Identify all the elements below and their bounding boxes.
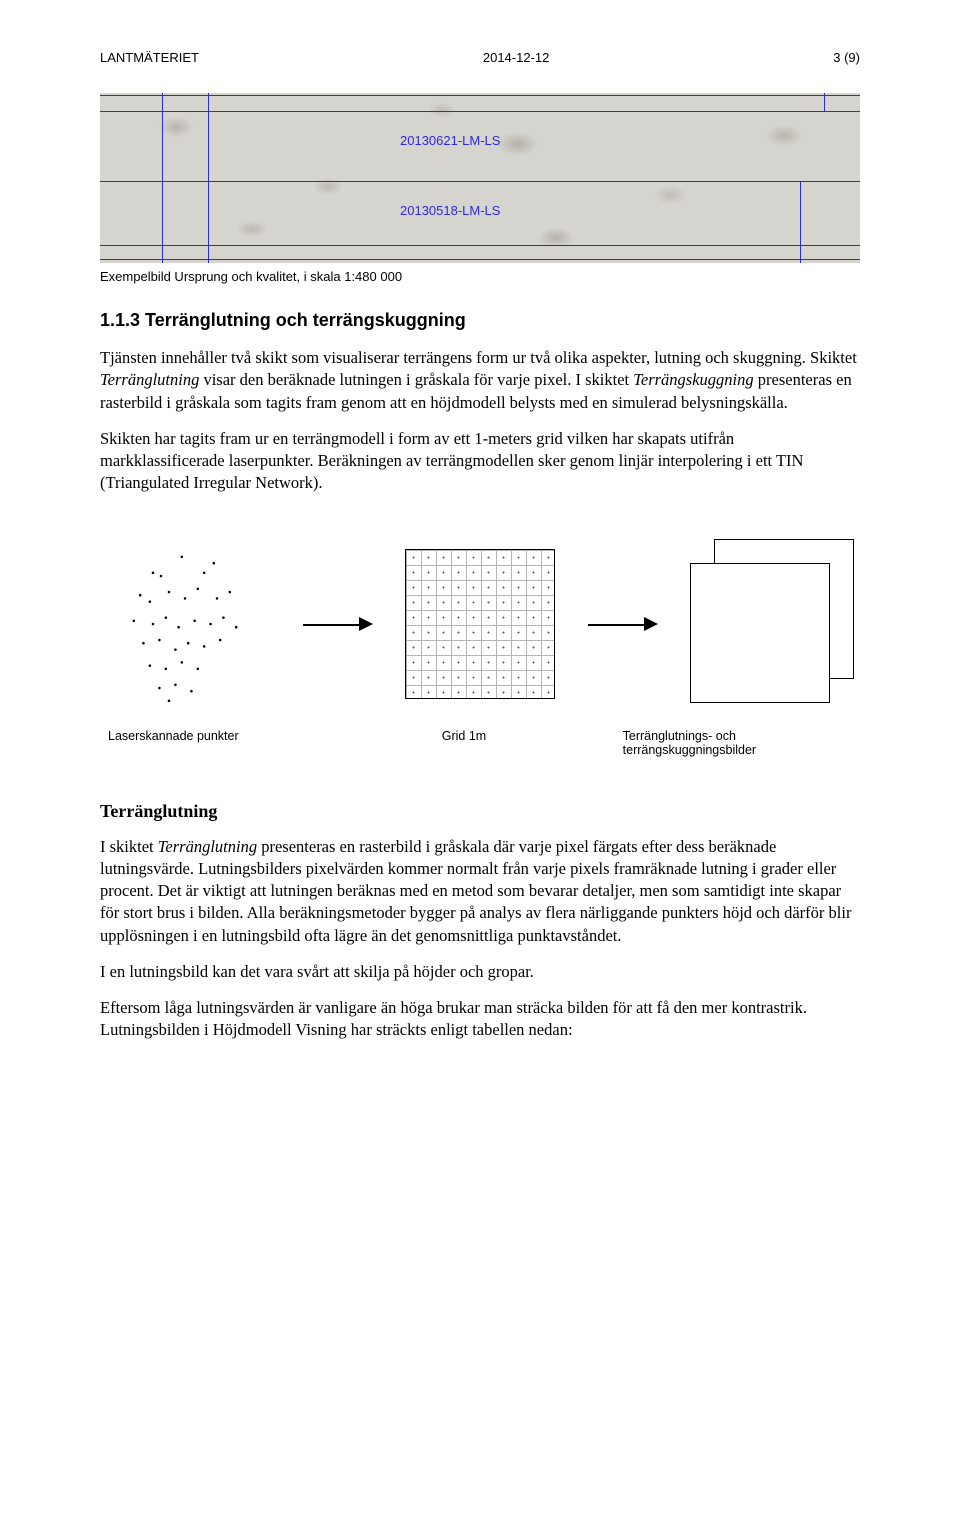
body-paragraph: Eftersom låga lutningsvärden är vanligar… xyxy=(100,997,860,1042)
map-gridline xyxy=(100,259,860,260)
scatter-svg xyxy=(105,544,265,704)
page-header: LANTMÄTERIET 2014-12-12 3 (9) xyxy=(100,50,860,65)
header-org: LANTMÄTERIET xyxy=(100,50,199,65)
term-italic: Terränglutning xyxy=(100,370,199,389)
term-italic: Terrängskuggning xyxy=(633,370,753,389)
section-heading: 1.1.3 Terränglutning och terrängskuggnin… xyxy=(100,310,860,331)
map-gridline xyxy=(100,181,860,182)
diagram-labels: Laserskannade punkter Grid 1m Terränglut… xyxy=(100,729,860,757)
example-map-figure: 20130621-LM-LS 20130518-LM-LS xyxy=(100,93,860,263)
map-region-label: 20130621-LM-LS xyxy=(400,133,500,148)
body-paragraph: I en lutningsbild kan det vara svårt att… xyxy=(100,961,860,983)
arrow-icon xyxy=(303,614,373,634)
map-gridline xyxy=(100,95,860,96)
diagram-label: Laserskannade punkter xyxy=(100,729,345,743)
text-run: Tjänsten innehåller två skikt som visual… xyxy=(100,348,857,367)
body-paragraph: I skiktet Terränglutning presenteras en … xyxy=(100,836,860,947)
map-gridline xyxy=(208,93,209,263)
subheading: Terränglutning xyxy=(100,801,860,822)
header-date: 2014-12-12 xyxy=(483,50,550,65)
map-region-label: 20130518-LM-LS xyxy=(400,203,500,218)
body-paragraph: Skikten har tagits fram ur en terrängmod… xyxy=(100,428,860,495)
document-page: LANTMÄTERIET 2014-12-12 3 (9) 20130621-L… xyxy=(0,0,960,1116)
map-gridline xyxy=(100,245,860,246)
grid-graphic xyxy=(405,549,555,699)
map-gridline xyxy=(800,181,801,263)
map-gridline xyxy=(100,111,860,112)
arrow-icon xyxy=(588,614,658,634)
scatter-points-graphic xyxy=(100,544,270,704)
diagram-label: Terränglutnings- och terrängskuggningsbi… xyxy=(583,729,860,757)
text-run: I skiktet xyxy=(100,837,158,856)
body-paragraph: Tjänsten innehåller två skikt som visual… xyxy=(100,347,860,414)
figure-caption: Exempelbild Ursprung och kvalitet, i ska… xyxy=(100,269,860,284)
map-gridline xyxy=(162,93,163,263)
map-texture xyxy=(100,93,860,263)
header-page-number: 3 (9) xyxy=(833,50,860,65)
diagram-label: Grid 1m xyxy=(345,729,582,743)
text-run: visar den beräknade lutningen i gråskala… xyxy=(199,370,633,389)
map-gridline xyxy=(824,93,825,111)
term-italic: Terränglutning xyxy=(158,837,257,856)
output-sheets-graphic xyxy=(690,539,860,709)
process-diagram xyxy=(100,529,860,719)
